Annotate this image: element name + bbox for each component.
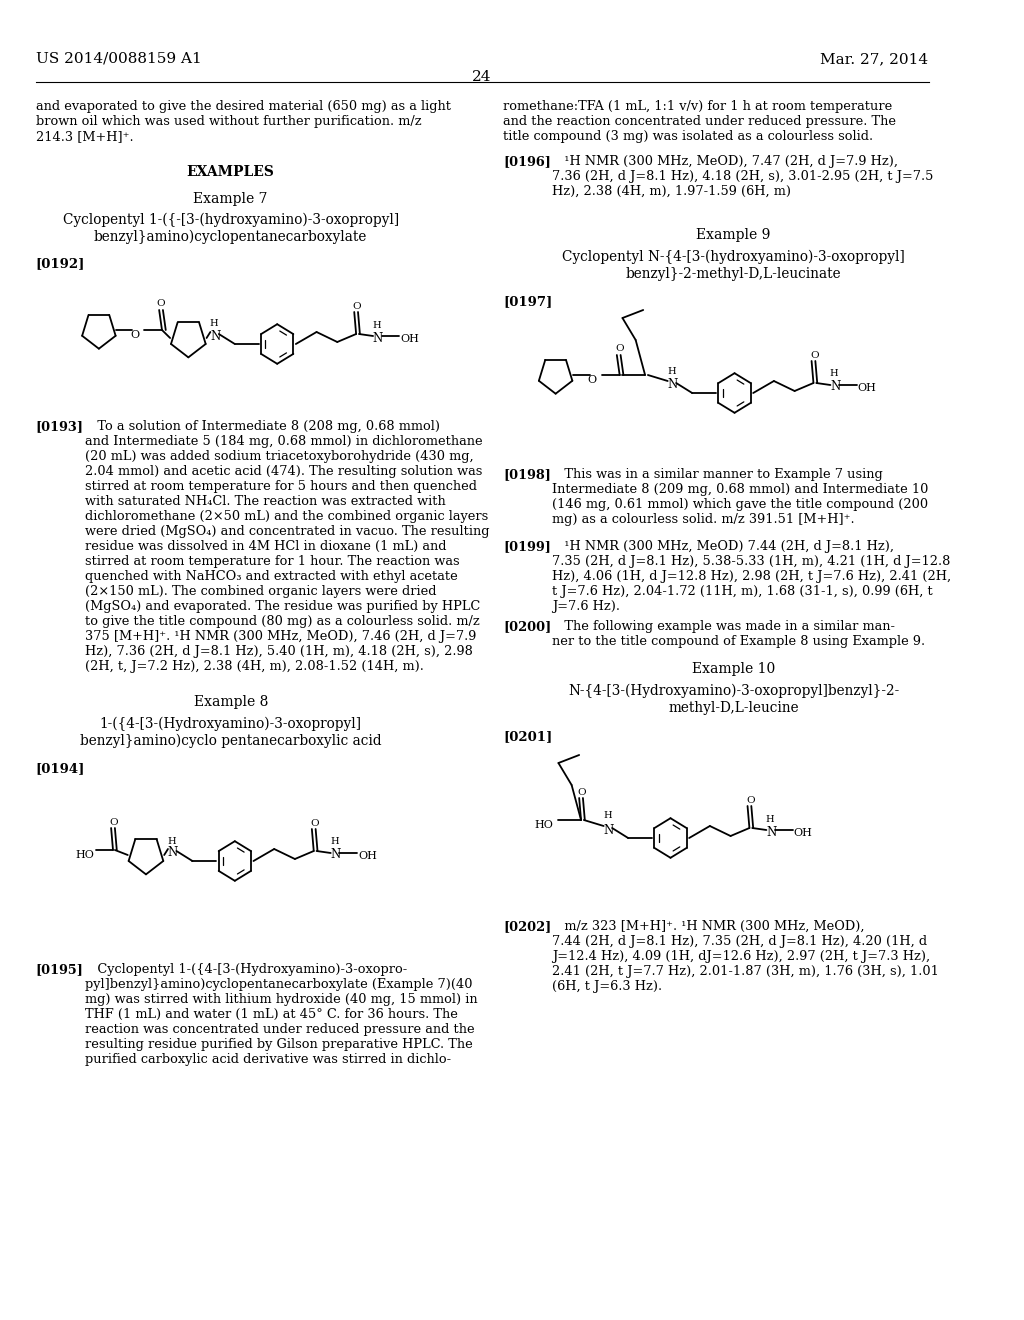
Text: O: O xyxy=(746,796,755,805)
Text: N: N xyxy=(168,846,178,859)
Text: O: O xyxy=(578,788,587,797)
Text: Example 9: Example 9 xyxy=(696,228,771,242)
Text: [0198]: [0198] xyxy=(503,469,551,480)
Text: N: N xyxy=(766,825,776,838)
Text: H: H xyxy=(330,837,339,846)
Text: [0196]: [0196] xyxy=(503,154,551,168)
Text: Cyclopentyl 1-({-[3-(hydroxyamino)-3-oxopropyl]
benzyl}amino)cyclopentanecarboxy: Cyclopentyl 1-({-[3-(hydroxyamino)-3-oxo… xyxy=(62,213,398,244)
Text: [0200]: [0200] xyxy=(503,620,551,634)
Text: HO: HO xyxy=(535,820,554,830)
Text: Example 10: Example 10 xyxy=(692,663,775,676)
Text: The following example was made in a similar man-
ner to the title compound of Ex: The following example was made in a simi… xyxy=(552,620,925,648)
Text: [0201]: [0201] xyxy=(503,730,552,743)
Text: O: O xyxy=(310,818,319,828)
Text: N: N xyxy=(373,331,383,345)
Text: OH: OH xyxy=(400,334,419,345)
Text: [0197]: [0197] xyxy=(503,294,552,308)
Text: OH: OH xyxy=(858,383,877,393)
Text: 1-({4-[3-(Hydroxyamino)-3-oxopropyl]
benzyl}amino)cyclo pentanecarboxylic acid: 1-({4-[3-(Hydroxyamino)-3-oxopropyl] ben… xyxy=(80,717,382,748)
Text: N: N xyxy=(603,824,613,837)
Text: O: O xyxy=(110,818,118,828)
Text: [0193]: [0193] xyxy=(36,420,84,433)
Text: O: O xyxy=(588,375,597,385)
Text: Cyclopentyl N-{4-[3-(hydroxyamino)-3-oxopropyl]
benzyl}-2-methyl-D,L-leucinate: Cyclopentyl N-{4-[3-(hydroxyamino)-3-oxo… xyxy=(562,249,905,281)
Text: m/z 323 [M+H]⁺. ¹H NMR (300 MHz, MeOD),
7.44 (2H, d J=8.1 Hz), 7.35 (2H, d J=8.1: m/z 323 [M+H]⁺. ¹H NMR (300 MHz, MeOD), … xyxy=(552,920,939,993)
Text: 24: 24 xyxy=(472,70,492,84)
Text: N-{4-[3-(Hydroxyamino)-3-oxopropyl]benzyl}-2-
methyl-D,L-leucine: N-{4-[3-(Hydroxyamino)-3-oxopropyl]benzy… xyxy=(568,684,899,714)
Text: N: N xyxy=(331,849,341,862)
Text: H: H xyxy=(373,321,381,330)
Text: ¹H NMR (300 MHz, MeOD) 7.44 (2H, d J=8.1 Hz),
7.35 (2H, d J=8.1 Hz), 5.38-5.33 (: ¹H NMR (300 MHz, MeOD) 7.44 (2H, d J=8.1… xyxy=(552,540,951,612)
Text: romethane:TFA (1 mL, 1:1 v/v) for 1 h at room temperature
and the reaction conce: romethane:TFA (1 mL, 1:1 v/v) for 1 h at… xyxy=(503,100,896,143)
Text: O: O xyxy=(810,351,819,360)
Text: N: N xyxy=(210,330,220,342)
Text: EXAMPLES: EXAMPLES xyxy=(186,165,274,180)
Text: N: N xyxy=(830,380,841,393)
Text: H: H xyxy=(167,837,176,846)
Text: To a solution of Intermediate 8 (208 mg, 0.68 mmol)
and Intermediate 5 (184 mg, : To a solution of Intermediate 8 (208 mg,… xyxy=(85,420,489,673)
Text: H: H xyxy=(829,370,839,379)
Text: H: H xyxy=(603,812,611,821)
Text: [0192]: [0192] xyxy=(36,257,85,271)
Text: [0199]: [0199] xyxy=(503,540,551,553)
Text: O: O xyxy=(352,302,361,312)
Text: H: H xyxy=(668,367,676,375)
Text: HO: HO xyxy=(76,850,94,861)
Text: Example 8: Example 8 xyxy=(194,696,268,709)
Text: [0202]: [0202] xyxy=(503,920,551,933)
Text: ¹H NMR (300 MHz, MeOD), 7.47 (2H, d J=7.9 Hz),
7.36 (2H, d J=8.1 Hz), 4.18 (2H, : ¹H NMR (300 MHz, MeOD), 7.47 (2H, d J=7.… xyxy=(552,154,933,198)
Text: US 2014/0088159 A1: US 2014/0088159 A1 xyxy=(36,51,202,66)
Text: O: O xyxy=(157,300,165,308)
Text: OH: OH xyxy=(794,828,813,838)
Text: This was in a similar manner to Example 7 using
Intermediate 8 (209 mg, 0.68 mmo: This was in a similar manner to Example … xyxy=(552,469,928,525)
Text: [0195]: [0195] xyxy=(36,964,84,975)
Text: Example 7: Example 7 xyxy=(194,191,268,206)
Text: O: O xyxy=(615,345,624,352)
Text: H: H xyxy=(210,319,218,329)
Text: and evaporated to give the desired material (650 mg) as a light
brown oil which : and evaporated to give the desired mater… xyxy=(36,100,451,143)
Text: [0194]: [0194] xyxy=(36,762,85,775)
Text: Cyclopentyl 1-({4-[3-(Hydroxyamino)-3-oxopro-
pyl]benzyl}amino)cyclopentanecarbo: Cyclopentyl 1-({4-[3-(Hydroxyamino)-3-ox… xyxy=(85,964,477,1067)
Text: N: N xyxy=(668,379,678,392)
Text: H: H xyxy=(766,814,774,824)
Text: Mar. 27, 2014: Mar. 27, 2014 xyxy=(820,51,929,66)
Text: O: O xyxy=(130,330,139,341)
Text: OH: OH xyxy=(358,851,377,861)
